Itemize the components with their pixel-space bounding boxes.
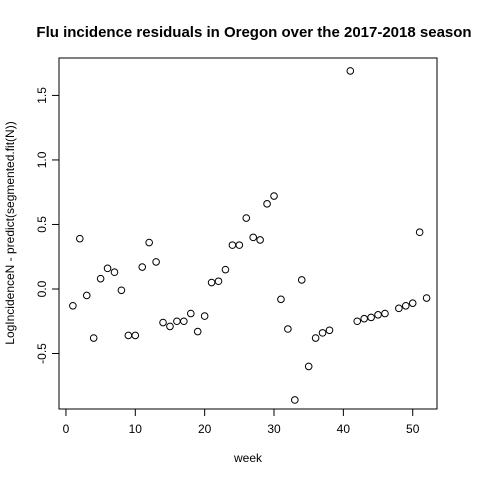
data-point — [180, 317, 188, 326]
data-point — [186, 309, 195, 318]
data-point — [422, 294, 431, 302]
x-axis-label: week — [233, 451, 263, 465]
y-tick-label: 1.0 — [35, 151, 49, 168]
plot-frame — [58, 57, 438, 410]
data-point — [110, 268, 119, 277]
y-axis: -0.5 0.0 0.5 1.0 1.5 — [35, 87, 60, 364]
data-point — [381, 309, 389, 318]
x-tick-label: 20 — [198, 422, 212, 436]
data-point — [173, 317, 181, 326]
data-point — [401, 301, 410, 310]
data-point — [311, 334, 320, 342]
y-tick-label: 1.5 — [35, 87, 49, 104]
y-tick-label: 0.5 — [35, 216, 49, 233]
data-point — [131, 331, 140, 340]
data-point — [291, 396, 299, 404]
data-point — [159, 318, 167, 327]
data-point — [408, 299, 417, 307]
data-point — [221, 265, 230, 274]
data-point — [96, 274, 105, 283]
data-point — [297, 276, 306, 284]
data-point — [242, 214, 251, 222]
x-tick-label: 40 — [337, 422, 351, 436]
data-point — [200, 312, 209, 320]
data-point — [235, 241, 244, 249]
data-point — [346, 67, 355, 75]
data-point — [360, 314, 368, 323]
data-point — [415, 228, 424, 237]
data-point — [138, 263, 147, 271]
data-point — [256, 236, 264, 244]
data-point — [214, 277, 223, 286]
data-point — [228, 241, 237, 249]
data-point — [207, 278, 216, 287]
data-point — [152, 258, 160, 266]
data-point — [318, 329, 327, 337]
data-point — [270, 192, 278, 200]
data-point — [117, 286, 126, 295]
data-point — [367, 313, 375, 322]
data-point — [82, 291, 91, 300]
data-point — [76, 234, 84, 243]
x-tick-label: 10 — [129, 422, 143, 436]
data-point — [69, 301, 77, 310]
data-point — [166, 322, 174, 331]
data-point — [89, 334, 98, 342]
y-axis-label: LogIncidenceN - predict(segmented.fit(N)… — [3, 121, 17, 344]
data-point — [353, 317, 362, 326]
data-point — [193, 327, 202, 336]
data-point — [263, 200, 271, 208]
data-point — [395, 304, 403, 313]
data-point — [277, 295, 285, 304]
x-tick-label: 50 — [406, 422, 420, 436]
data-point — [145, 238, 153, 247]
data-point — [304, 362, 313, 371]
data-points — [69, 67, 431, 404]
x-tick-label: 0 — [63, 422, 70, 436]
data-point — [284, 325, 292, 333]
data-point — [325, 326, 334, 335]
data-point — [374, 310, 382, 319]
x-tick-label: 30 — [267, 422, 281, 436]
chart-title: Flu incidence residuals in Oregon over t… — [36, 24, 471, 41]
data-point — [103, 264, 112, 273]
data-point — [124, 331, 133, 340]
data-point — [249, 233, 258, 242]
x-axis: 0 10 20 30 40 50 — [63, 408, 420, 436]
y-tick-label: -0.5 — [35, 343, 49, 364]
y-tick-label: 0.0 — [35, 280, 49, 297]
